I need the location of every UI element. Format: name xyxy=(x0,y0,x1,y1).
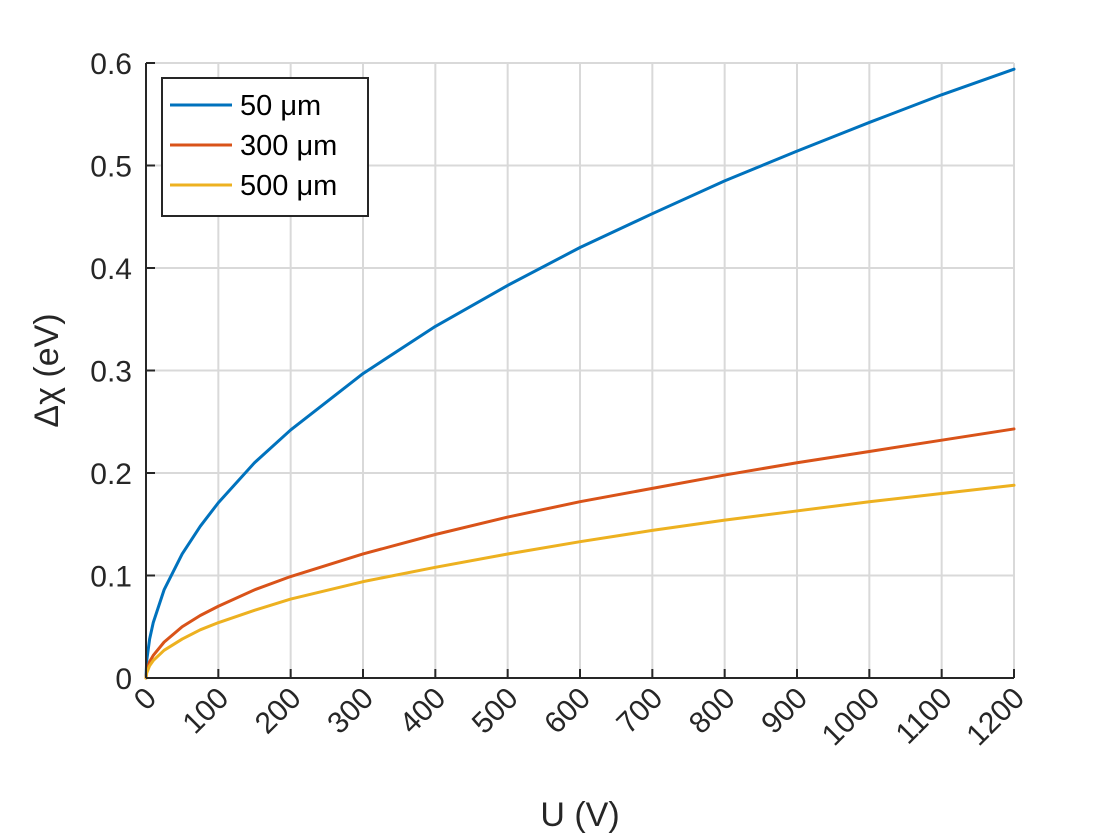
x-tick-label-4: 400 xyxy=(394,682,453,741)
legend: 50 μm 300 μm 500 μm xyxy=(161,77,369,217)
x-tick-label-1: 100 xyxy=(177,682,236,741)
legend-label-0: 50 μm xyxy=(240,90,321,122)
legend-label-2: 500 μm xyxy=(240,170,337,202)
axes xyxy=(145,62,1015,679)
x-axis-label: U (V) xyxy=(540,796,619,834)
x-tick-label-0: 0 xyxy=(128,682,163,717)
y-tick-label-0: 0 xyxy=(115,663,132,696)
y-tick-label-6: 0.6 xyxy=(90,48,132,81)
y-axis-label: Δχ (eV) xyxy=(28,313,66,427)
x-tick-label-6: 600 xyxy=(538,682,597,741)
y-tick-label-4: 0.4 xyxy=(90,253,132,286)
y-tick-label-3: 0.3 xyxy=(90,356,132,389)
legend-box xyxy=(161,77,369,217)
x-tick-label-9: 900 xyxy=(755,682,814,741)
x-tick-label-7: 700 xyxy=(611,682,670,741)
y-tick-label-5: 0.5 xyxy=(90,151,132,184)
legend-label-1: 300 μm xyxy=(240,130,337,162)
series-line-2 xyxy=(144,483,1016,680)
series-layer xyxy=(144,67,1016,680)
y-tick-label-1: 0.1 xyxy=(90,561,132,594)
x-tick-label-11: 1100 xyxy=(890,682,959,751)
x-tick-label-12: 1200 xyxy=(960,682,1031,753)
series-line-1 xyxy=(144,427,1016,680)
x-tick-label-5: 500 xyxy=(466,682,525,741)
y-tick-label-2: 0.2 xyxy=(90,458,132,491)
series-line-0 xyxy=(144,67,1016,680)
x-tick-label-3: 300 xyxy=(321,682,380,741)
x-tick-label-10: 1000 xyxy=(816,682,887,753)
x-tick-label-2: 200 xyxy=(249,682,308,741)
x-tick-label-8: 800 xyxy=(683,682,742,741)
